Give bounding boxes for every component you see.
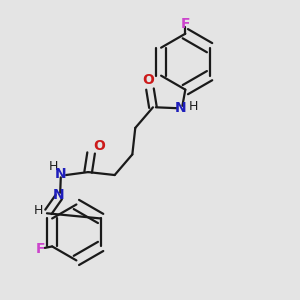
Text: N: N: [53, 188, 64, 202]
Text: F: F: [36, 242, 45, 256]
Text: H: H: [49, 160, 58, 173]
Text: N: N: [175, 101, 187, 115]
Text: H: H: [33, 204, 43, 217]
Text: F: F: [181, 17, 190, 31]
Text: N: N: [55, 167, 67, 181]
Text: O: O: [142, 73, 154, 87]
Text: O: O: [93, 139, 105, 153]
Text: H: H: [189, 100, 198, 113]
